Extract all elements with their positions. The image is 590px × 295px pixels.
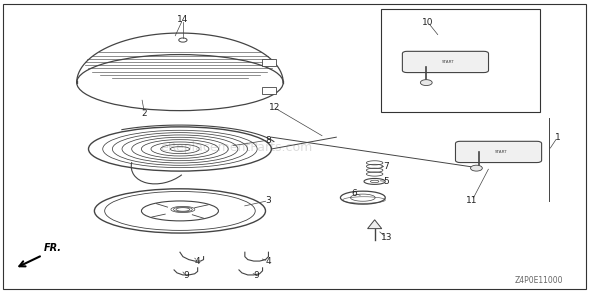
- Text: START: START: [442, 60, 455, 64]
- Text: 9: 9: [254, 271, 260, 280]
- Text: 2: 2: [142, 109, 148, 118]
- Text: 1: 1: [555, 133, 560, 142]
- Text: 7: 7: [384, 162, 389, 171]
- Text: 5: 5: [384, 177, 389, 186]
- Circle shape: [420, 80, 432, 86]
- Text: 3: 3: [266, 196, 271, 205]
- Text: 13: 13: [381, 233, 392, 242]
- Text: FR.: FR.: [44, 243, 63, 253]
- Text: eReplacementParts.com: eReplacementParts.com: [160, 141, 312, 154]
- Text: 6: 6: [351, 189, 357, 198]
- Text: 14: 14: [177, 15, 189, 24]
- Text: 11: 11: [466, 196, 478, 205]
- Text: 8: 8: [266, 136, 271, 145]
- Circle shape: [179, 38, 187, 42]
- Text: 4: 4: [266, 257, 271, 266]
- Text: Z4P0E11000: Z4P0E11000: [515, 276, 563, 285]
- Text: 9: 9: [183, 271, 189, 280]
- Text: 12: 12: [268, 103, 280, 112]
- FancyBboxPatch shape: [263, 87, 277, 94]
- FancyBboxPatch shape: [455, 141, 542, 163]
- Text: 4: 4: [195, 257, 201, 266]
- Polygon shape: [368, 220, 382, 229]
- FancyBboxPatch shape: [402, 51, 489, 73]
- Text: START: START: [495, 150, 508, 154]
- Circle shape: [471, 165, 483, 171]
- Text: 10: 10: [422, 18, 434, 27]
- FancyBboxPatch shape: [263, 59, 277, 66]
